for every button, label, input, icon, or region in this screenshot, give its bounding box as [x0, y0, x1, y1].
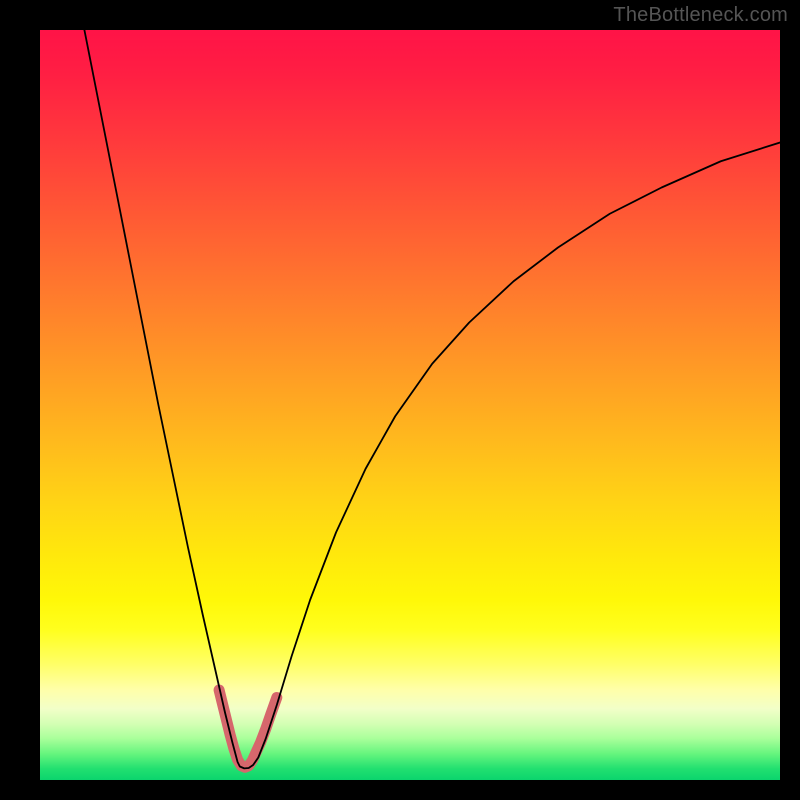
plot-svg — [40, 30, 780, 780]
gradient-background — [40, 30, 780, 780]
plot-area — [40, 30, 780, 780]
chart-frame: TheBottleneck.com — [0, 0, 800, 800]
watermark-text: TheBottleneck.com — [613, 4, 788, 27]
